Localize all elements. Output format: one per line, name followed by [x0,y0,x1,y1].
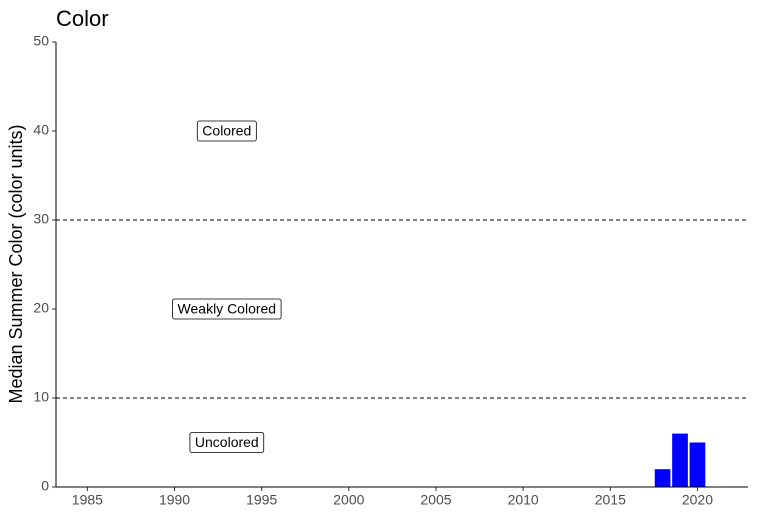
y-axis-title: Median Summer Color (color units) [6,124,26,403]
x-tick-label: 1995 [246,492,277,508]
y-tick-label: 10 [33,389,49,405]
y-tick-label: 40 [33,122,49,138]
chart-title: Color [56,6,109,31]
x-tick-label: 2020 [682,492,713,508]
annotation: Uncolored [195,434,259,450]
y-tick-label: 50 [33,33,49,49]
x-tick-label: 2005 [420,492,451,508]
y-tick-label: 20 [33,300,49,316]
annotation: Weakly Colored [178,301,277,317]
annotation: Colored [202,123,251,139]
x-tick-label: 1985 [72,492,103,508]
y-tick-label: 30 [33,211,49,227]
annotation-box [189,432,265,453]
x-tick-label: 2015 [595,492,626,508]
y-tick-label: 0 [41,478,49,494]
annotation-box [172,298,282,320]
x-tick-label: 1990 [159,492,190,508]
bar [689,442,706,487]
bar [672,433,688,487]
annotation-box [196,120,257,142]
x-tick-label: 2010 [508,492,539,508]
x-tick-label: 2000 [333,492,364,508]
bar [654,469,671,487]
